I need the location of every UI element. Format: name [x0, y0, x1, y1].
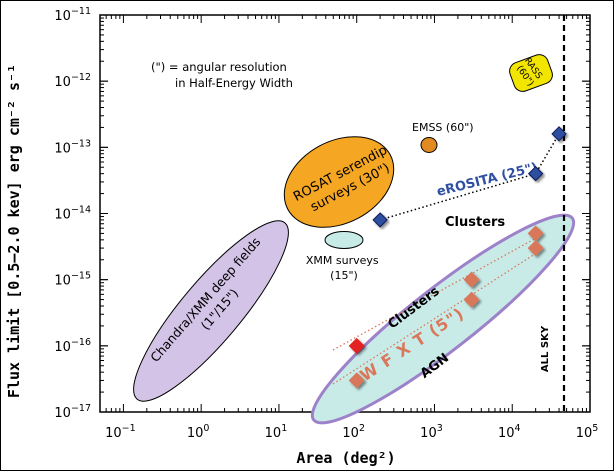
erosita-label: eROSITA (25")	[435, 160, 539, 200]
y-tick-label-exponent: −15	[71, 271, 91, 282]
emss-label: EMSS (60")	[412, 121, 474, 134]
x-tick-label-base: 10	[265, 426, 282, 441]
y-tick-label-base: 10	[54, 340, 71, 355]
region-rosat	[283, 136, 395, 228]
x-tick-label: 103	[420, 423, 443, 441]
y-tick-label: 10−12	[54, 72, 91, 90]
x-tick-label-base: 10	[498, 426, 515, 441]
wfxt-marker	[463, 291, 480, 308]
y-tick-label-exponent: −12	[71, 72, 91, 83]
y-tick-label: 10−13	[54, 138, 91, 156]
x-tick-label-base: 10	[576, 426, 593, 441]
x-axis-label: Area (deg²)	[296, 449, 395, 467]
erosita-marker	[372, 212, 388, 228]
y-tick-label-exponent: −16	[71, 337, 91, 348]
region-xmm-surveys	[324, 231, 364, 249]
y-tick-label-base: 10	[54, 75, 71, 90]
x-tick-label-exponent: 3	[437, 423, 443, 434]
wfxt-marker	[463, 271, 480, 288]
wfxt-marker	[527, 225, 544, 242]
x-tick-label: 104	[498, 423, 521, 441]
wfxt-lines	[332, 236, 539, 385]
axis-tick-labels: 10−1 100 101 102 103 104 10510−1710−1610−1510−…	[54, 6, 598, 441]
y-tick-label: 10−14	[54, 205, 91, 223]
x-tick-label-exponent: 0	[203, 423, 209, 434]
x-tick-label-exponent: 2	[359, 423, 365, 434]
clusters-label-erosita: Clusters	[445, 215, 505, 230]
erosita-marker	[527, 165, 544, 182]
survey-regions	[133, 54, 576, 425]
wfxt-line-upper	[332, 236, 539, 351]
wfxt-line-lower	[332, 251, 539, 385]
note-line-2: in Half-Energy Width	[175, 76, 293, 90]
wfxt-marker	[348, 337, 365, 354]
y-tick-label: 10−16	[54, 337, 91, 355]
x-tick-label-base: 10	[187, 426, 204, 441]
note-line-1: (") = angular resolution	[151, 60, 287, 74]
region-wfxt	[310, 213, 576, 425]
x-tick-label: 10−1	[105, 423, 136, 441]
y-tick-label: 10−17	[54, 403, 91, 421]
y-axis-label: Flux limit [0.5–2.0 kev] erg cm⁻² s⁻¹	[5, 64, 23, 398]
y-tick-label-exponent: −11	[71, 6, 91, 17]
y-tick-label-exponent: −14	[71, 205, 91, 216]
all-sky-label: ALL SKY	[540, 325, 551, 372]
x-tick-label-base: 10	[420, 426, 437, 441]
x-tick-label: 102	[342, 423, 365, 441]
data-markers	[348, 126, 567, 389]
y-tick-label-base: 10	[54, 141, 71, 156]
erosita-line	[379, 133, 560, 221]
x-tick-label-exponent: 5	[592, 423, 598, 434]
x-tick-label-base: 10	[342, 426, 359, 441]
x-tick-label-exponent: −1	[122, 423, 136, 434]
axis-ticks	[99, 14, 591, 413]
erosita-marker	[551, 126, 567, 142]
x-tick-label-base: 10	[105, 426, 122, 441]
x-tick-label: 100	[187, 423, 210, 441]
xmm-label-line-1: XMM surveys	[306, 254, 379, 267]
xmm-label-line-2: (15")	[330, 269, 358, 282]
y-tick-label: 10−15	[54, 271, 91, 289]
y-tick-label-base: 10	[54, 208, 71, 223]
y-tick-label-exponent: −17	[71, 403, 91, 414]
x-tick-label-exponent: 1	[281, 423, 287, 434]
region-rass	[509, 54, 553, 92]
y-tick-label-base: 10	[54, 406, 71, 421]
region-emss	[420, 137, 438, 153]
xmm-label: XMM surveys (15")	[306, 254, 382, 282]
y-tick-label-base: 10	[54, 9, 71, 24]
region-chandra-xmm-deep	[133, 220, 289, 402]
x-tick-label: 101	[265, 423, 288, 441]
x-tick-label: 105	[576, 423, 599, 441]
y-tick-label-base: 10	[54, 274, 71, 289]
wfxt-marker	[348, 372, 365, 389]
y-tick-label-exponent: −13	[71, 138, 91, 149]
y-tick-label: 10−11	[54, 6, 91, 24]
x-tick-label-exponent: 4	[514, 423, 520, 434]
wfxt-marker	[527, 240, 544, 257]
